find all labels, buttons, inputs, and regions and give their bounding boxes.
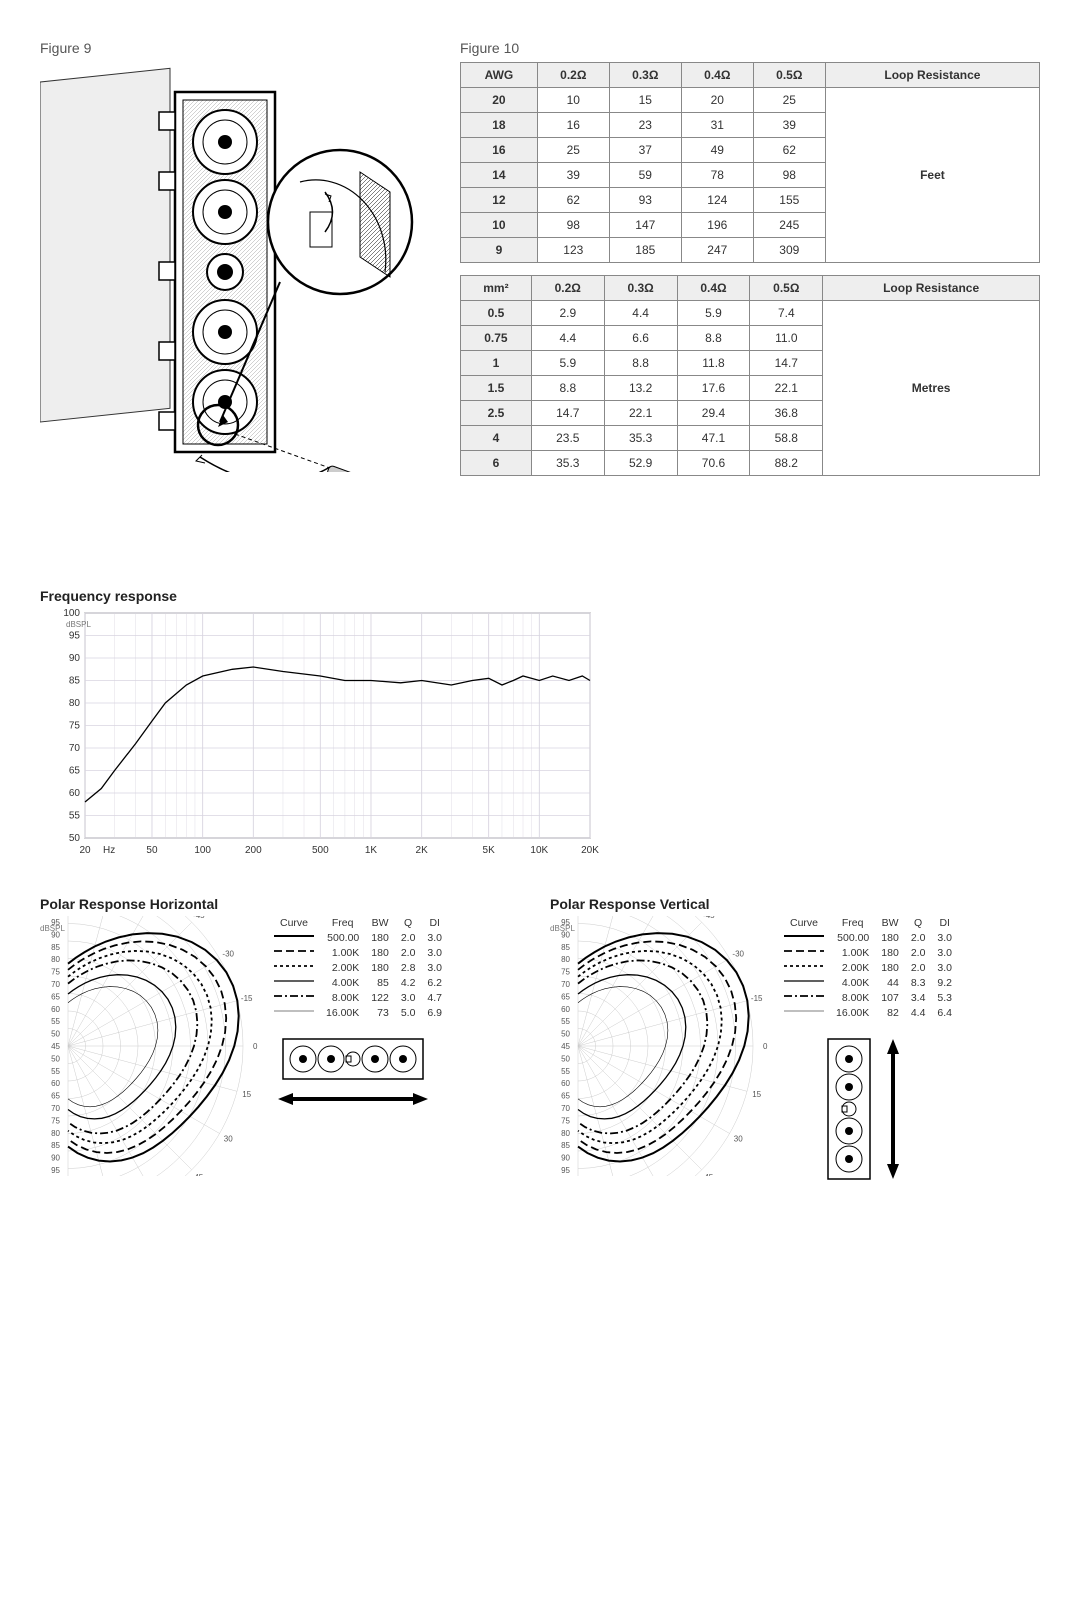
svg-text:65: 65	[561, 1092, 570, 1101]
svg-text:80: 80	[51, 955, 60, 964]
svg-text:95: 95	[561, 1166, 570, 1175]
svg-text:30: 30	[224, 1135, 233, 1144]
svg-text:50: 50	[561, 1030, 570, 1039]
svg-text:0 Deg: 0 Deg	[253, 1042, 260, 1051]
svg-text:80: 80	[561, 955, 570, 964]
polar-h-chart: dBSPL 9590858075706560555045505560657075…	[40, 916, 260, 1176]
svg-text:70: 70	[51, 980, 60, 989]
svg-text:60: 60	[561, 1079, 570, 1088]
svg-text:-15: -15	[241, 994, 253, 1003]
svg-text:2K: 2K	[416, 845, 429, 856]
svg-text:60: 60	[561, 1005, 570, 1014]
svg-text:60: 60	[51, 1079, 60, 1088]
svg-text:80: 80	[51, 1129, 60, 1138]
svg-text:-30: -30	[222, 950, 234, 959]
svg-text:80: 80	[69, 698, 81, 709]
svg-text:Hz: Hz	[103, 845, 115, 856]
svg-text:55: 55	[69, 811, 81, 822]
svg-text:80: 80	[561, 1129, 570, 1138]
mm2-table: mm²0.2Ω0.3Ω0.4Ω0.5ΩLoop Resistance0.52.9…	[460, 275, 1040, 476]
svg-text:90: 90	[51, 1154, 60, 1163]
polar-v-chart: dBSPL 9590858075706560555045505560657075…	[550, 916, 770, 1176]
svg-text:5K: 5K	[483, 845, 496, 856]
svg-text:20: 20	[79, 845, 91, 856]
svg-text:95: 95	[69, 631, 81, 642]
awg-table: AWG0.2Ω0.3Ω0.4Ω0.5ΩLoop Resistance201015…	[460, 62, 1040, 263]
svg-text:15: 15	[752, 1090, 761, 1099]
svg-text:50: 50	[51, 1054, 60, 1063]
svg-text:95: 95	[51, 1166, 60, 1175]
svg-text:10K: 10K	[530, 845, 548, 856]
svg-text:0 Deg: 0 Deg	[763, 1042, 770, 1051]
svg-text:55: 55	[51, 1067, 60, 1076]
figure9-diagram	[40, 62, 420, 472]
svg-text:85: 85	[561, 943, 570, 952]
freq-response-chart: dBSPL 1009590858075706560555020501002005…	[40, 608, 600, 858]
polar-v-legend: CurveFreqBWQDI500.001802.03.01.00K1802.0…	[778, 916, 958, 1020]
svg-text:60: 60	[51, 1005, 60, 1014]
svg-text:90: 90	[69, 653, 81, 664]
svg-text:60: 60	[69, 788, 81, 799]
svg-text:65: 65	[51, 992, 60, 1001]
svg-text:45: 45	[561, 1042, 570, 1051]
svg-text:70: 70	[561, 980, 570, 989]
svg-text:75: 75	[51, 1116, 60, 1125]
svg-text:55: 55	[51, 1017, 60, 1026]
svg-text:85: 85	[69, 676, 81, 687]
speaker-orientation-h-icon	[268, 1034, 448, 1114]
svg-text:1K: 1K	[365, 845, 378, 856]
svg-text:15: 15	[242, 1090, 251, 1099]
svg-text:20K: 20K	[581, 845, 599, 856]
figure10-label: Figure 10	[460, 40, 1040, 56]
polar-h-title: Polar Response Horizontal	[40, 896, 530, 912]
svg-text:85: 85	[51, 943, 60, 952]
svg-text:85: 85	[51, 1141, 60, 1150]
svg-text:500: 500	[312, 845, 329, 856]
svg-text:55: 55	[561, 1017, 570, 1026]
freq-response-title: Frequency response	[40, 588, 1040, 604]
svg-text:50: 50	[51, 1030, 60, 1039]
svg-text:75: 75	[51, 968, 60, 977]
svg-text:75: 75	[69, 721, 81, 732]
svg-text:50: 50	[146, 845, 158, 856]
svg-text:30: 30	[734, 1135, 743, 1144]
figure9-label: Figure 9	[40, 40, 440, 56]
svg-text:50: 50	[69, 833, 81, 844]
svg-text:-45: -45	[193, 916, 205, 920]
svg-text:75: 75	[561, 968, 570, 977]
svg-text:-45: -45	[703, 916, 715, 920]
polar-v-title: Polar Response Vertical	[550, 896, 1040, 912]
svg-text:70: 70	[51, 1104, 60, 1113]
svg-text:100: 100	[194, 845, 211, 856]
svg-text:-30: -30	[732, 950, 744, 959]
svg-text:85: 85	[561, 1141, 570, 1150]
polar-h-legend: CurveFreqBWQDI500.001802.03.01.00K1802.0…	[268, 916, 448, 1020]
svg-text:-15: -15	[751, 994, 763, 1003]
svg-text:55: 55	[561, 1067, 570, 1076]
svg-text:50: 50	[561, 1054, 570, 1063]
svg-text:45: 45	[51, 1042, 60, 1051]
svg-text:70: 70	[561, 1104, 570, 1113]
svg-text:75: 75	[561, 1116, 570, 1125]
svg-text:200: 200	[245, 845, 262, 856]
svg-text:45: 45	[704, 1173, 713, 1176]
svg-text:70: 70	[69, 743, 81, 754]
svg-text:90: 90	[561, 1154, 570, 1163]
svg-text:100: 100	[63, 608, 80, 619]
svg-text:45: 45	[194, 1173, 203, 1176]
svg-text:65: 65	[561, 992, 570, 1001]
speaker-orientation-v-icon	[778, 1034, 958, 1184]
svg-text:65: 65	[69, 766, 81, 777]
svg-text:65: 65	[51, 1092, 60, 1101]
